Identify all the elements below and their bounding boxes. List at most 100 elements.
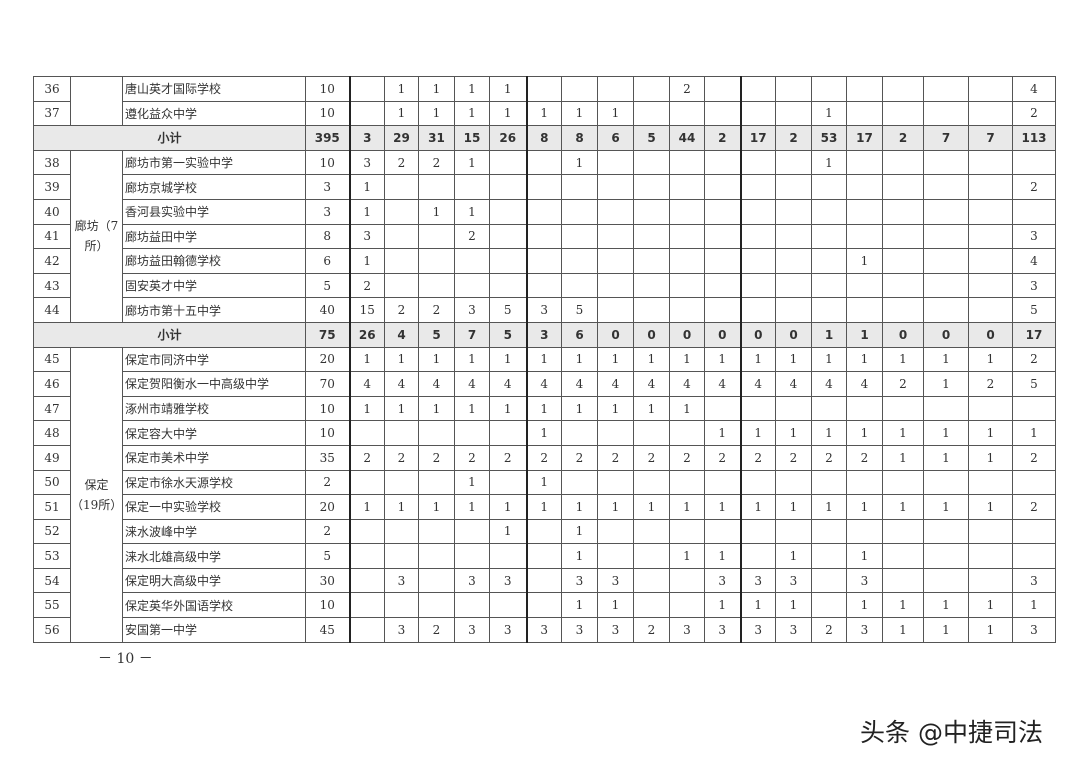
value-cell: 1 bbox=[384, 494, 419, 520]
value-cell: 5 bbox=[1012, 371, 1056, 397]
value-cell: 1 bbox=[811, 100, 847, 127]
value-cell: 1 bbox=[704, 592, 741, 619]
value-cell: 2 bbox=[775, 444, 812, 471]
value-cell: 1 bbox=[597, 592, 634, 619]
value-cell: 3 bbox=[454, 297, 490, 323]
value-cell: 6 bbox=[597, 125, 634, 151]
row-number: 43 bbox=[33, 272, 71, 299]
row-number: 47 bbox=[33, 395, 71, 422]
value-cell: 4 bbox=[454, 371, 490, 397]
value-cell: 1 bbox=[525, 395, 562, 422]
value-cell: 5 bbox=[633, 125, 670, 151]
value-cell bbox=[882, 149, 924, 176]
value-cell: 1 bbox=[348, 248, 385, 274]
value-cell: 1 bbox=[454, 346, 490, 373]
value-cell bbox=[633, 543, 670, 569]
value-cell bbox=[525, 223, 562, 250]
value-cell bbox=[811, 272, 847, 299]
value-cell: 1 bbox=[923, 494, 969, 520]
total-cell: 2 bbox=[305, 469, 350, 496]
region-cell: 保定（19所） bbox=[70, 346, 123, 643]
value-cell bbox=[418, 592, 455, 619]
value-cell: 4 bbox=[811, 371, 847, 397]
row-number: 52 bbox=[33, 518, 71, 545]
value-cell bbox=[739, 100, 776, 127]
value-cell bbox=[454, 272, 490, 299]
value-cell bbox=[525, 567, 562, 594]
value-cell bbox=[597, 248, 634, 274]
value-cell: 3 bbox=[704, 567, 741, 594]
value-cell bbox=[348, 420, 385, 446]
value-cell: 0 bbox=[597, 321, 634, 348]
value-cell bbox=[1012, 518, 1056, 545]
value-cell bbox=[633, 223, 670, 250]
value-cell: 5 bbox=[489, 297, 527, 323]
school-name: 保定一中实验学校 bbox=[122, 494, 306, 520]
table-row: 44 廊坊市第十五中学 40 15 2 2 3 5 3 5 5 bbox=[33, 297, 1056, 323]
value-cell bbox=[775, 76, 812, 102]
value-cell bbox=[882, 174, 924, 200]
table-row: 48 保定容大中学 10 1 1 1 1 1 1 1 1 1 1 bbox=[33, 420, 1056, 446]
value-cell: 1 bbox=[739, 592, 776, 619]
value-cell: 7 bbox=[454, 321, 490, 348]
table-row: 36 唐山英才国际学校 10 1 1 1 1 2 4 bbox=[33, 75, 1056, 127]
value-cell bbox=[882, 518, 924, 545]
value-cell bbox=[1012, 395, 1056, 422]
value-cell: 1 bbox=[968, 494, 1013, 520]
value-cell bbox=[968, 248, 1013, 274]
value-cell bbox=[525, 272, 562, 299]
value-cell bbox=[704, 297, 741, 323]
value-cell: 113 bbox=[1012, 125, 1056, 151]
value-cell bbox=[846, 395, 883, 422]
table-row: 46 保定贺阳衡水一中高级中学 70 4 4 4 4 4 4 4 4 4 4 4 4 4 4 4 2 1 2 5 bbox=[33, 371, 1056, 397]
value-cell bbox=[846, 223, 883, 250]
value-cell bbox=[525, 76, 562, 102]
value-cell bbox=[454, 174, 490, 200]
value-cell bbox=[561, 198, 598, 225]
value-cell bbox=[633, 174, 670, 200]
value-cell bbox=[739, 174, 776, 200]
value-cell bbox=[489, 223, 527, 250]
value-cell: 1 bbox=[923, 371, 969, 397]
value-cell: 1 bbox=[597, 395, 634, 422]
value-cell bbox=[348, 518, 385, 545]
value-cell bbox=[597, 149, 634, 176]
value-cell bbox=[633, 469, 670, 496]
value-cell bbox=[454, 518, 490, 545]
value-cell: 2 bbox=[968, 371, 1013, 397]
value-cell bbox=[846, 174, 883, 200]
value-cell: 1 bbox=[811, 149, 847, 176]
value-cell bbox=[454, 248, 490, 274]
value-cell bbox=[525, 149, 562, 176]
value-cell: 1 bbox=[561, 100, 598, 127]
value-cell: 1 bbox=[489, 100, 527, 127]
value-cell bbox=[882, 272, 924, 299]
value-cell: 2 bbox=[739, 444, 776, 471]
value-cell bbox=[882, 223, 924, 250]
value-cell: 1 bbox=[775, 592, 812, 619]
value-cell: 15 bbox=[348, 297, 385, 323]
value-cell: 3 bbox=[525, 297, 562, 323]
value-cell: 4 bbox=[489, 371, 527, 397]
value-cell bbox=[846, 100, 883, 127]
value-cell bbox=[882, 198, 924, 225]
value-cell bbox=[669, 174, 705, 200]
value-cell: 1 bbox=[633, 346, 670, 373]
value-cell bbox=[489, 420, 527, 446]
value-cell bbox=[739, 149, 776, 176]
value-cell: 4 bbox=[418, 371, 455, 397]
row-number: 54 bbox=[33, 567, 71, 594]
value-cell: 1 bbox=[418, 494, 455, 520]
value-cell: 4 bbox=[846, 371, 883, 397]
value-cell: 2 bbox=[384, 149, 419, 176]
value-cell: 1 bbox=[561, 395, 598, 422]
value-cell bbox=[418, 518, 455, 545]
value-cell: 3 bbox=[1012, 567, 1056, 594]
value-cell bbox=[633, 100, 670, 127]
value-cell bbox=[418, 248, 455, 274]
value-cell: 1 bbox=[597, 494, 634, 520]
value-cell: 3 bbox=[454, 617, 490, 643]
value-cell bbox=[348, 567, 385, 594]
value-cell: 3 bbox=[525, 321, 562, 348]
school-name: 香河县实验中学 bbox=[122, 198, 306, 225]
